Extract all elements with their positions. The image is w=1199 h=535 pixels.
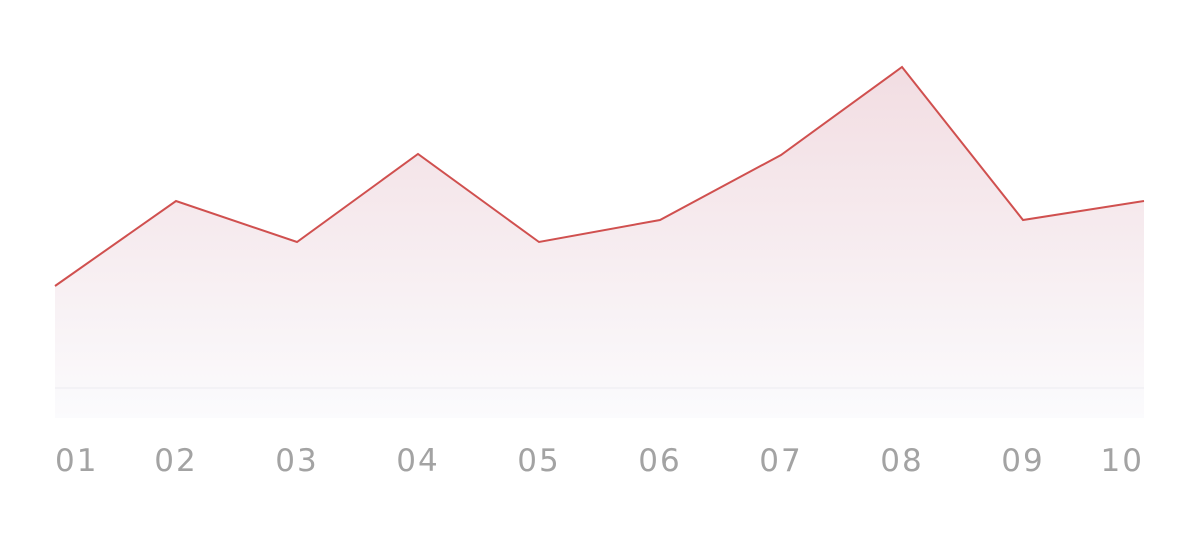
x-tick-label: 08 [880,443,923,479]
x-tick-label: 06 [638,443,681,479]
x-tick-label: 09 [1001,443,1044,479]
x-tick-label: 03 [275,443,318,479]
x-tick-label: 07 [759,443,802,479]
x-axis-ticks: 01 02 03 04 05 06 07 08 09 10 [55,443,1144,479]
x-tick-label: 05 [517,443,560,479]
line-layer [54,65,1145,287]
series-line [54,65,1145,287]
area-fill [55,67,1144,418]
x-tick-label: 01 [55,443,98,479]
x-tick-label: 02 [154,443,197,479]
x-tick-label: 10 [1101,443,1144,479]
x-tick-label: 04 [396,443,439,479]
area-layer [55,67,1144,418]
